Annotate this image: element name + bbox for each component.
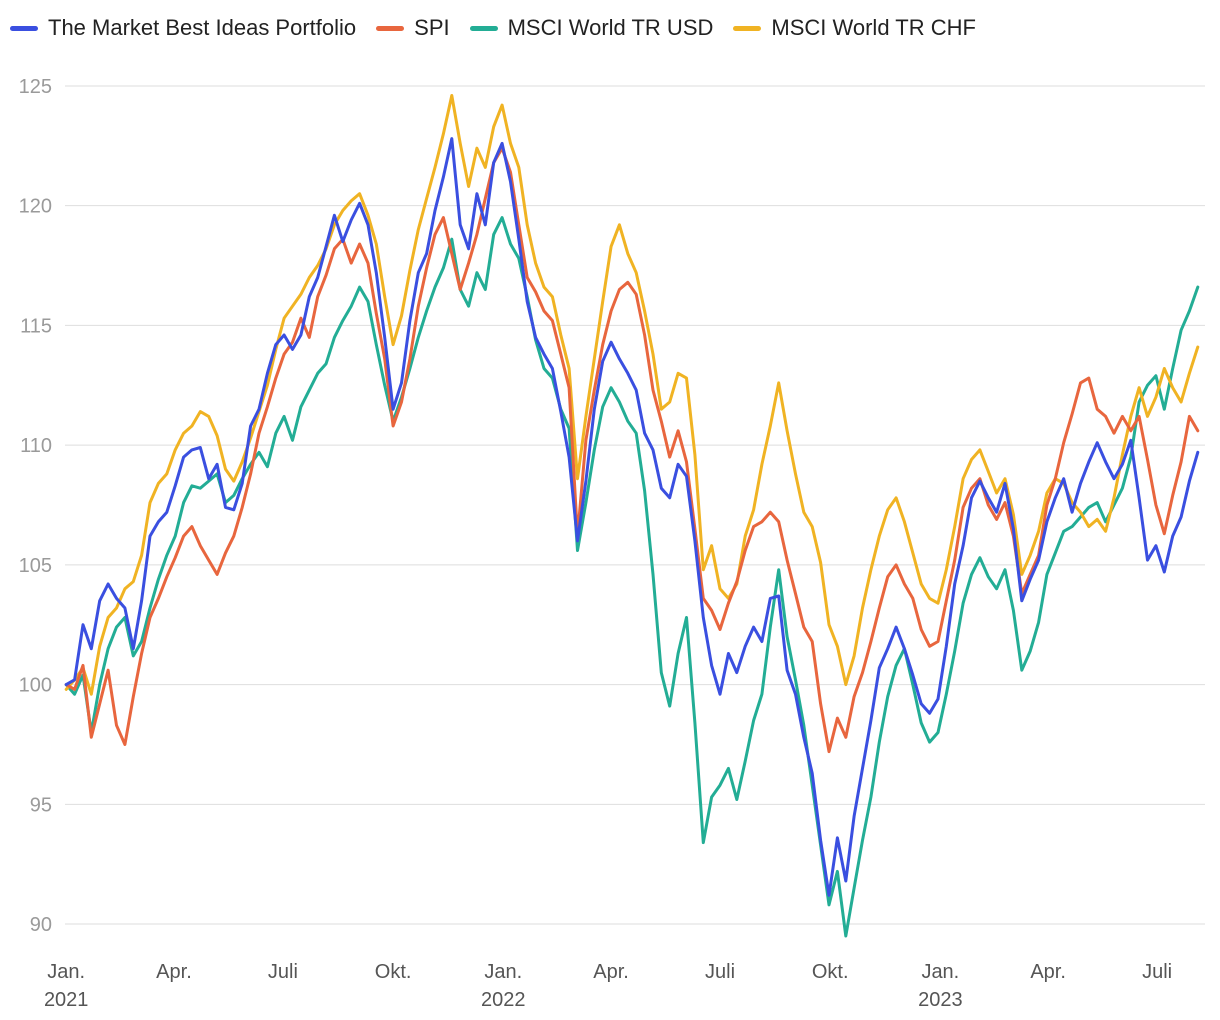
x-axis-ticks: Jan. 2021 Apr. Juli Okt. Jan. 2022 Apr. Juli Okt.… xyxy=(44,961,1172,1011)
x-tick-label: Okt. xyxy=(375,961,412,983)
y-tick-label: 120 xyxy=(19,196,52,218)
legend-item-msci-usd[interactable]: MSCI World TR USD xyxy=(469,15,714,41)
chart-legend: The Market Best Ideas Portfolio SPI MSCI… xyxy=(10,12,976,44)
x-tick-label: Juli xyxy=(268,961,298,983)
legend-item-spi[interactable]: SPI xyxy=(376,15,450,41)
grid-lines xyxy=(65,85,1205,925)
x-tick-label: Okt. xyxy=(812,961,849,983)
y-axis-ticks: 125 120 115 110 105 100 95 90 xyxy=(19,76,52,936)
y-tick-label: 95 xyxy=(30,794,52,816)
y-tick-label: 110 xyxy=(20,435,52,457)
series-line-msci-world-tr-chf[interactable] xyxy=(64,94,1200,696)
x-tick-year-label: 2022 xyxy=(481,989,526,1011)
x-tick-label: Jan. xyxy=(484,961,522,983)
legend-swatch-msci-chf xyxy=(733,25,762,31)
y-tick-label: 105 xyxy=(19,555,52,577)
y-tick-label: 115 xyxy=(20,315,52,337)
x-tick-label: Apr. xyxy=(156,961,192,983)
legend-label-msci-chf: MSCI World TR CHF xyxy=(771,15,976,40)
y-tick-label: 90 xyxy=(30,914,52,936)
x-tick-year-label: 2021 xyxy=(44,989,89,1011)
legend-swatch-portfolio xyxy=(10,25,38,31)
series-line-the-market-best-ideas-portfolio[interactable] xyxy=(64,137,1200,897)
series-line-spi[interactable] xyxy=(64,146,1200,754)
x-tick-label: Jan. xyxy=(921,961,959,983)
series-lines xyxy=(64,94,1200,938)
x-tick-label: Apr. xyxy=(1030,961,1066,983)
legend-item-msci-chf[interactable]: MSCI World TR CHF xyxy=(733,15,976,41)
x-tick-label: Juli xyxy=(705,961,735,983)
x-tick-label: Jan. xyxy=(47,961,85,983)
x-tick-label: Apr. xyxy=(593,961,629,983)
legend-swatch-spi xyxy=(376,25,405,31)
y-tick-label: 125 xyxy=(19,76,52,98)
x-tick-year-label: 2023 xyxy=(918,989,963,1011)
legend-label-portfolio: The Market Best Ideas Portfolio xyxy=(48,15,357,40)
legend-label-msci-usd: MSCI World TR USD xyxy=(507,15,714,40)
y-tick-label: 100 xyxy=(19,675,52,697)
legend-swatch-msci-usd xyxy=(469,25,498,31)
legend-label-spi: SPI xyxy=(414,15,450,40)
x-tick-label: Juli xyxy=(1142,961,1172,983)
legend-item-portfolio[interactable]: The Market Best Ideas Portfolio xyxy=(10,15,356,41)
